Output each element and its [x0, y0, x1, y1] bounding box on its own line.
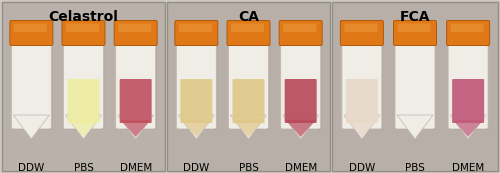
FancyBboxPatch shape — [175, 20, 218, 45]
Polygon shape — [453, 120, 483, 137]
FancyBboxPatch shape — [62, 20, 105, 45]
Polygon shape — [286, 120, 316, 137]
Polygon shape — [282, 115, 318, 139]
FancyBboxPatch shape — [227, 20, 270, 45]
Text: DMEM: DMEM — [120, 163, 152, 173]
FancyBboxPatch shape — [12, 42, 51, 129]
Text: DDW: DDW — [183, 163, 210, 173]
FancyBboxPatch shape — [446, 20, 490, 45]
FancyBboxPatch shape — [452, 79, 484, 123]
FancyBboxPatch shape — [398, 24, 430, 32]
FancyBboxPatch shape — [342, 42, 382, 129]
FancyBboxPatch shape — [180, 45, 218, 130]
Polygon shape — [347, 120, 377, 137]
Text: Celastrol: Celastrol — [48, 10, 118, 24]
FancyBboxPatch shape — [118, 24, 151, 32]
Polygon shape — [120, 120, 150, 137]
Polygon shape — [178, 115, 214, 139]
Text: DMEM: DMEM — [284, 163, 317, 173]
FancyBboxPatch shape — [14, 45, 52, 130]
Polygon shape — [230, 115, 266, 139]
FancyBboxPatch shape — [284, 79, 316, 123]
FancyBboxPatch shape — [280, 42, 320, 129]
Text: PBS: PBS — [238, 163, 258, 173]
FancyBboxPatch shape — [283, 24, 316, 32]
FancyBboxPatch shape — [284, 45, 322, 130]
FancyBboxPatch shape — [450, 24, 484, 32]
FancyBboxPatch shape — [279, 20, 322, 45]
FancyBboxPatch shape — [346, 79, 378, 123]
FancyBboxPatch shape — [118, 45, 156, 130]
FancyBboxPatch shape — [10, 20, 53, 45]
Text: PBS: PBS — [74, 163, 94, 173]
FancyBboxPatch shape — [394, 20, 436, 45]
Text: DDW: DDW — [18, 163, 44, 173]
FancyBboxPatch shape — [64, 42, 104, 129]
Text: DDW: DDW — [349, 163, 375, 173]
FancyBboxPatch shape — [398, 45, 436, 130]
FancyBboxPatch shape — [232, 79, 264, 123]
Polygon shape — [68, 120, 98, 137]
Bar — [2, 2, 165, 171]
FancyBboxPatch shape — [345, 45, 383, 130]
Text: CA: CA — [238, 10, 259, 24]
FancyBboxPatch shape — [395, 42, 435, 129]
FancyBboxPatch shape — [66, 45, 104, 130]
FancyBboxPatch shape — [116, 42, 156, 129]
Bar — [167, 2, 330, 171]
Text: PBS: PBS — [405, 163, 425, 173]
FancyBboxPatch shape — [228, 42, 268, 129]
Polygon shape — [450, 115, 486, 139]
FancyBboxPatch shape — [344, 24, 378, 32]
FancyBboxPatch shape — [180, 79, 212, 123]
Bar — [332, 2, 498, 171]
Polygon shape — [66, 115, 102, 139]
FancyBboxPatch shape — [231, 24, 264, 32]
Polygon shape — [344, 115, 380, 139]
Polygon shape — [118, 115, 154, 139]
FancyBboxPatch shape — [68, 79, 100, 123]
FancyBboxPatch shape — [448, 42, 488, 129]
Polygon shape — [234, 120, 264, 137]
Text: DMEM: DMEM — [452, 163, 484, 173]
Text: FCA: FCA — [400, 10, 430, 24]
FancyBboxPatch shape — [120, 79, 152, 123]
Polygon shape — [397, 115, 433, 139]
FancyBboxPatch shape — [66, 24, 99, 32]
FancyBboxPatch shape — [179, 24, 212, 32]
FancyBboxPatch shape — [176, 42, 216, 129]
FancyBboxPatch shape — [14, 24, 47, 32]
Polygon shape — [14, 115, 50, 139]
FancyBboxPatch shape — [451, 45, 489, 130]
FancyBboxPatch shape — [340, 20, 384, 45]
FancyBboxPatch shape — [232, 45, 270, 130]
Polygon shape — [182, 120, 212, 137]
FancyBboxPatch shape — [114, 20, 157, 45]
